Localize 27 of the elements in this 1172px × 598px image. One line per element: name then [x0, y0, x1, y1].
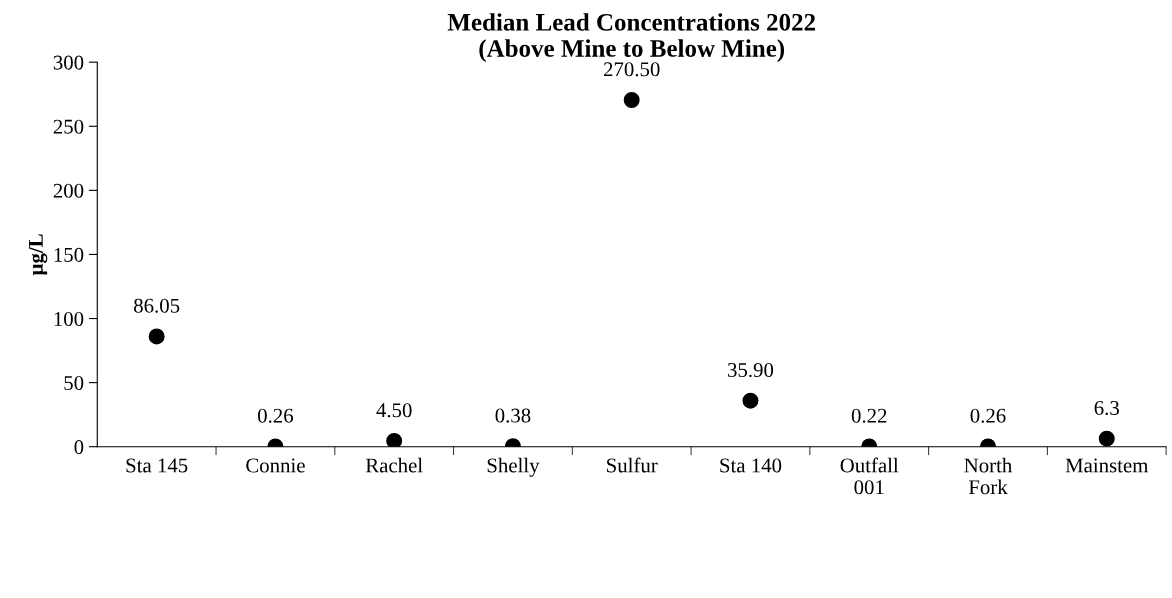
data-label: 4.50 [376, 403, 412, 418]
y-tick-label: 0 [74, 440, 84, 455]
x-tick-label: Rachel [365, 457, 423, 473]
x-tick-label: Outfall 001 [840, 457, 899, 495]
y-tick-label: 100 [54, 311, 84, 326]
y-tick-label: 300 [53, 55, 84, 70]
y-tick-label: 50 [64, 375, 84, 391]
data-label: 0.38 [495, 408, 531, 423]
data-label: 6.3 [1094, 400, 1119, 416]
data-label: 0.22 [851, 408, 887, 423]
y-tick-label: 200 [53, 183, 84, 198]
x-tick-label: Sta 145 [126, 458, 188, 473]
x-tick-label: Connie [246, 458, 305, 473]
x-tick-label: Shelly [487, 457, 540, 477]
data-label: 86.05 [134, 298, 180, 313]
x-tick-label: Mainstem [1065, 458, 1149, 473]
y-tick-label: 250 [53, 119, 84, 134]
data-label: 35.90 [728, 362, 774, 378]
data-label: 270.50 [603, 62, 660, 77]
y-tick-label: 150 [54, 247, 84, 262]
x-tick-label: Sulfur [607, 457, 658, 473]
data-label: 0.26 [257, 408, 294, 423]
y-axis-title: µg/L [28, 234, 48, 276]
x-tick-label: North Fork [964, 457, 1013, 495]
data-label: 0.26 [970, 408, 1006, 423]
chart-title: Median Lead Concentrations 2022 (Above Mine to Below Mine) [447, 13, 816, 62]
x-tick-label: Sta 140 [720, 458, 782, 473]
